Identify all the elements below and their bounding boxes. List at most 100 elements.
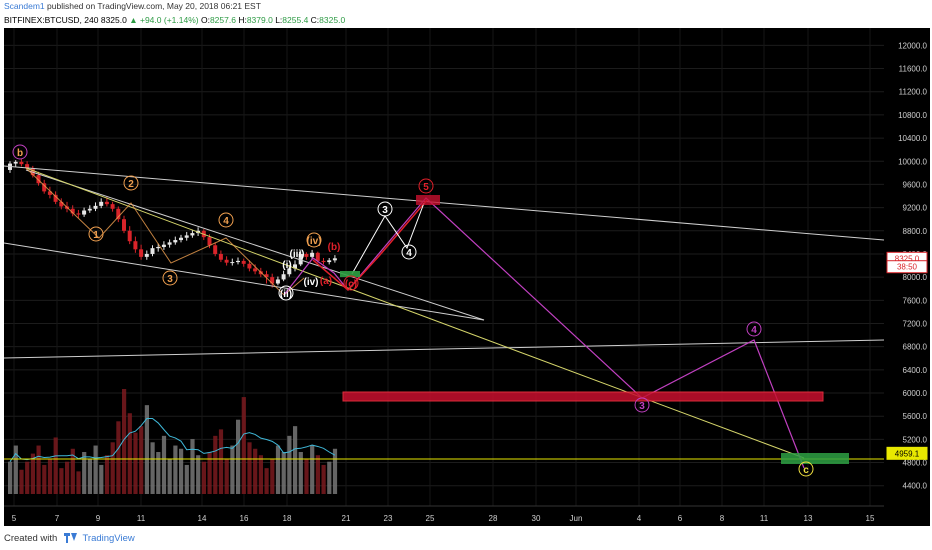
- price-tick-label: 7600.0: [903, 296, 928, 305]
- price-axis-bg: [886, 28, 930, 526]
- price-axis[interactable]: 4400.0 4800.0 5200.0 5600.0 6000.0 6400.0 6800…: [886, 28, 930, 526]
- chart-footer: Created with TradingView: [0, 528, 932, 550]
- price-tick-label: 5200.0: [903, 435, 928, 444]
- low-label: L:: [275, 15, 283, 25]
- green-target-zone: [781, 453, 849, 464]
- volume-bar: [207, 452, 212, 494]
- high-label: H:: [238, 15, 247, 25]
- wave-label: (c): [345, 279, 357, 290]
- volume-bar: [236, 419, 241, 494]
- volume-bar: [332, 448, 338, 494]
- time-axis[interactable]: 5 7 9 11 14 16 18 21 23 25 28 30 Jun 4 6 8 11 13 15: [4, 505, 884, 523]
- time-tick-label: 11: [137, 514, 146, 523]
- time-tick-label: 23: [384, 514, 393, 523]
- volume-bar: [19, 469, 24, 494]
- candle-body: [327, 260, 332, 263]
- volume-bar: [82, 452, 87, 494]
- wave-label: 4: [406, 248, 412, 259]
- time-tick-label: 8: [720, 514, 725, 523]
- candle-body: [310, 252, 315, 257]
- volume-bar: [110, 442, 115, 494]
- volume-bar: [213, 435, 218, 494]
- price-tick-label: 10800.0: [898, 111, 927, 120]
- time-tick-label: 7: [55, 514, 60, 523]
- time-tick-label: 28: [489, 514, 498, 523]
- wave-label: 2: [128, 179, 134, 190]
- volume-bar: [36, 445, 41, 494]
- candle-body: [47, 191, 52, 195]
- upper-channel-line: [3, 165, 885, 241]
- volume-bar: [144, 405, 149, 494]
- candle-body: [213, 245, 218, 254]
- volume-bars: [8, 389, 338, 494]
- candle-body: [247, 263, 252, 269]
- high-value: 8379.0: [246, 15, 273, 25]
- volume-bar: [241, 397, 246, 494]
- price-tick-label: 9600.0: [903, 180, 928, 189]
- candle-body: [116, 208, 121, 220]
- close-label: C:: [310, 15, 320, 25]
- volume-bar: [150, 442, 155, 494]
- time-tick-label: 5: [12, 514, 17, 523]
- wave-label-circle: [746, 321, 762, 337]
- time-tick-label: 25: [426, 514, 435, 523]
- wave-label: c: [803, 465, 809, 476]
- candle-body: [13, 161, 18, 164]
- time-tick-label: 14: [198, 514, 207, 523]
- volume-bar: [230, 445, 235, 494]
- candle-body: [190, 233, 195, 236]
- volume-bar: [87, 458, 92, 494]
- candle-body: [264, 274, 269, 278]
- candle-body: [36, 175, 41, 184]
- wave-label: 3: [639, 401, 645, 412]
- volume-bar: [201, 461, 206, 494]
- candle-body: [207, 237, 212, 246]
- price-tick-label: 4800.0: [903, 459, 928, 468]
- candle-body: [42, 183, 47, 192]
- lower-channel-line: [3, 339, 885, 359]
- volume-bar: [122, 389, 127, 494]
- time-tick-label: 13: [804, 514, 813, 523]
- price-tick-label: 9200.0: [903, 204, 928, 213]
- volume-bar: [99, 464, 104, 494]
- candle-body: [179, 237, 183, 241]
- price-tick-label: 10000.0: [898, 157, 927, 166]
- candle-body: [304, 253, 309, 257]
- candle-body: [19, 161, 24, 165]
- created-with-text: Created with: [4, 533, 58, 544]
- candle-body: [139, 249, 144, 257]
- wave-label: 5: [423, 182, 429, 193]
- chart-area[interactable]: b 1 2 3 4 (i) (ii) (iii) (iv) (a) (b) (c) 3 4 5 3 4 c (iv)…: [3, 28, 930, 526]
- volume-bar: [247, 442, 252, 494]
- red-target-zone-small: [416, 195, 440, 205]
- time-tick-label: 4: [637, 514, 642, 523]
- price-tick-label: 8000.0: [903, 273, 928, 282]
- low-value: 8255.4: [282, 15, 309, 25]
- volume-bar: [42, 464, 47, 494]
- wave-label: 3: [167, 274, 173, 285]
- volume-bar: [293, 426, 298, 494]
- wave-label-circle: [88, 226, 104, 242]
- volume-bar: [167, 458, 172, 494]
- candle-body: [218, 253, 223, 260]
- candle-body: [30, 168, 35, 176]
- price-tick-label: 8800.0: [903, 227, 928, 236]
- wave-label-circle: [634, 397, 650, 413]
- chart-header: Scandem1 published on TradingView.com, M…: [0, 0, 932, 28]
- candle-body: [87, 208, 92, 211]
- wave-label-circle: [306, 232, 322, 248]
- volume-bar: [116, 421, 121, 494]
- volume-bar: [133, 432, 138, 494]
- wave-label-circle: [401, 244, 417, 260]
- price-tick-label: 6000.0: [903, 389, 928, 398]
- wave-label: 4: [751, 325, 757, 336]
- tradingview-brand-link[interactable]: TradingView: [82, 533, 135, 544]
- volume-bar: [196, 455, 201, 494]
- volume-bar: [161, 435, 167, 494]
- tradingview-logo-icon: [63, 533, 77, 544]
- author-link[interactable]: Scandem1: [4, 1, 45, 11]
- candle-body: [53, 194, 58, 202]
- time-tick-label: Jun: [570, 514, 583, 523]
